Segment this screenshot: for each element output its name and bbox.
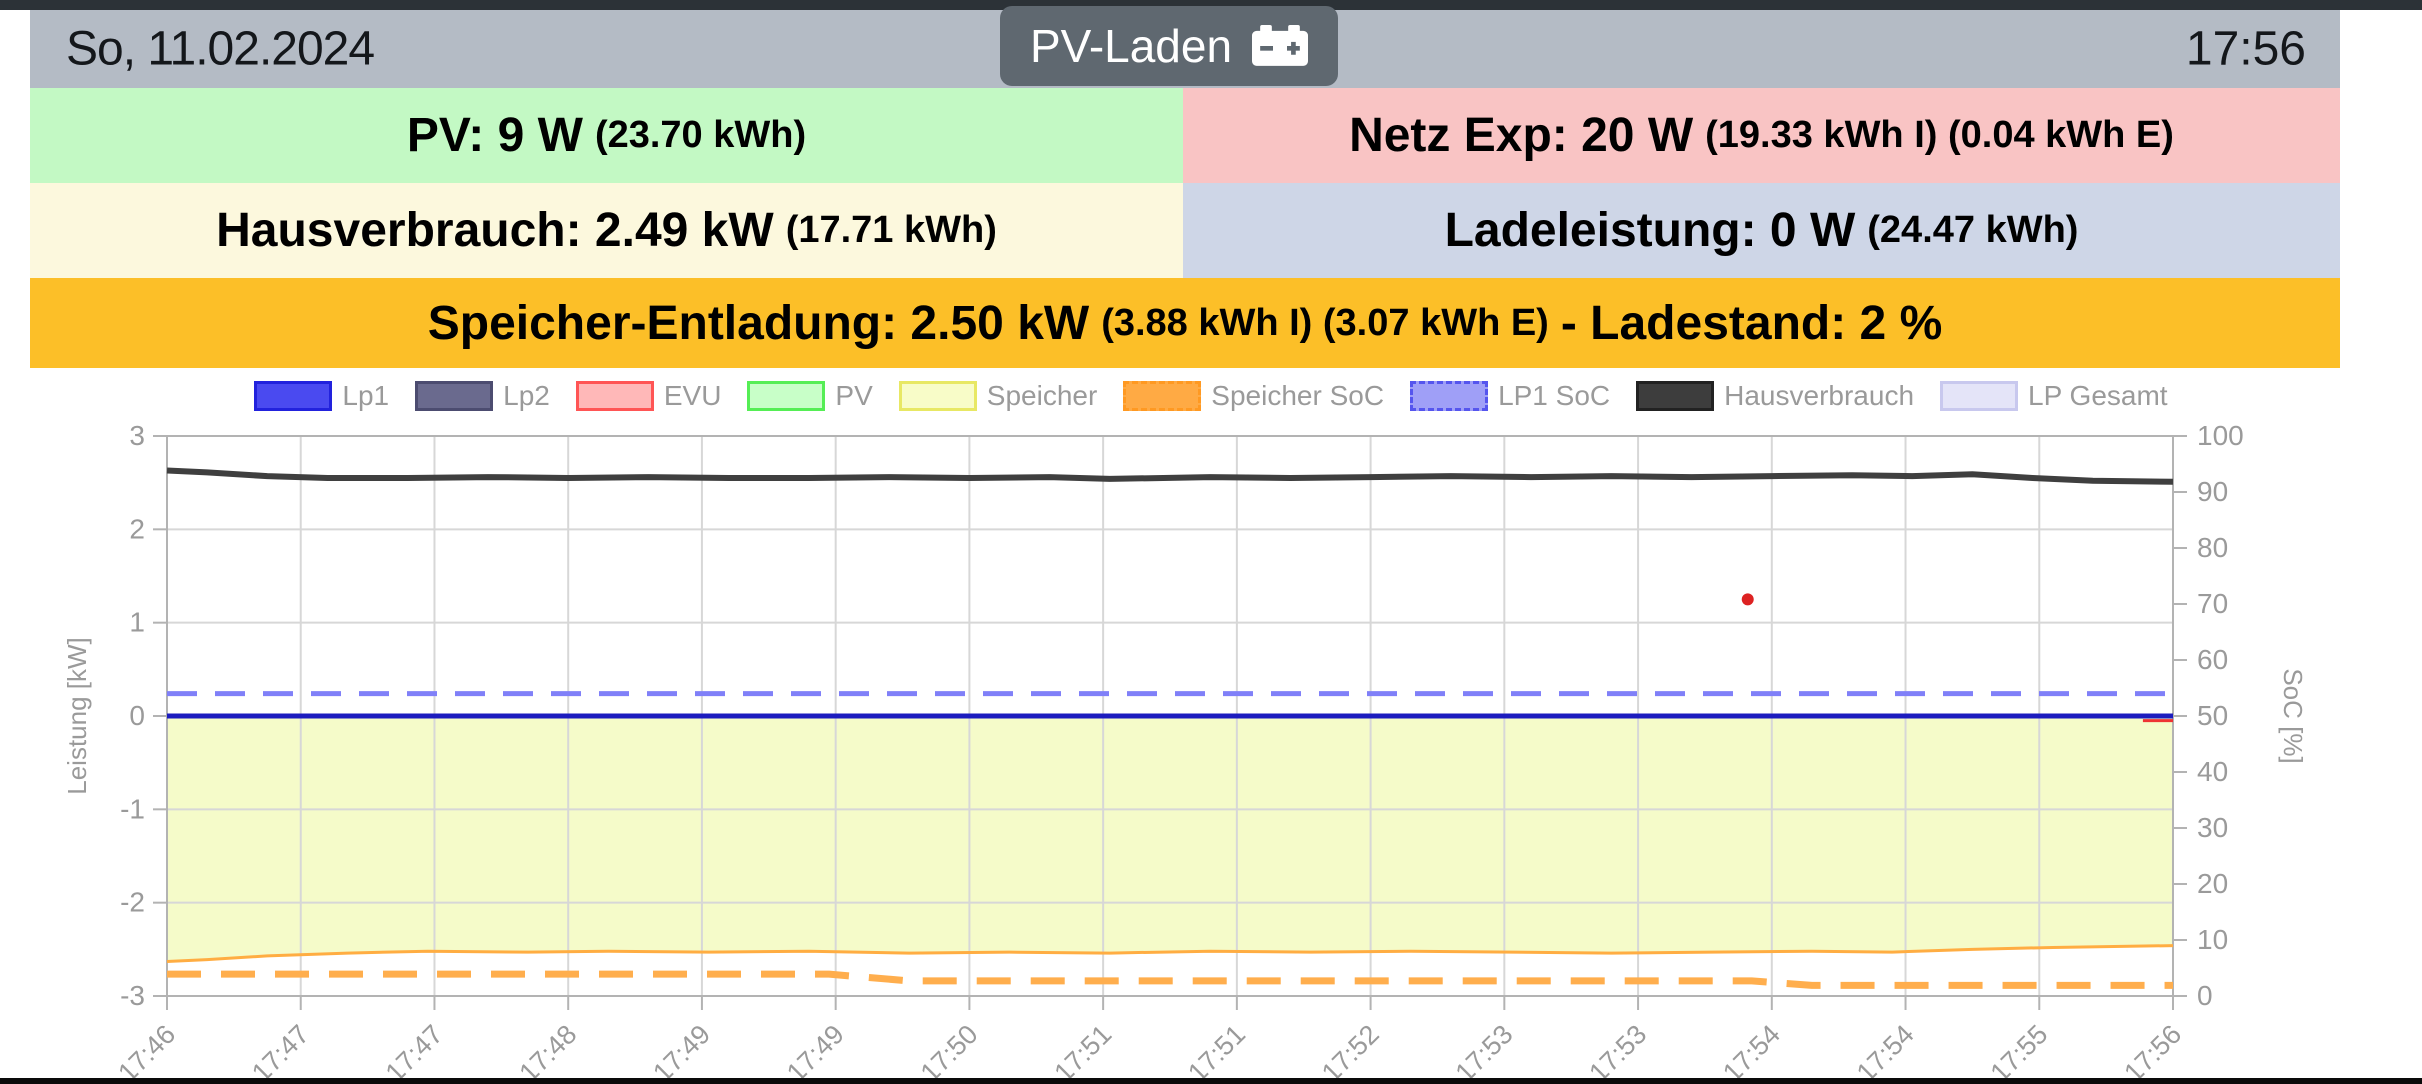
series-line-hausverbrauch xyxy=(166,467,2174,485)
right-tick-label: 20 xyxy=(2197,868,2228,899)
legend-label-speicher-soc: Speicher SoC xyxy=(1211,380,1385,411)
header-bar: So, 11.02.2024 PV-Laden 17:56 xyxy=(30,6,2340,88)
top-edge-strip xyxy=(0,0,2422,10)
legend-item-lp2[interactable]: Lp2 xyxy=(415,380,550,412)
legend-item-pv[interactable]: PV xyxy=(747,380,873,412)
legend-label-lp-gesamt: LP Gesamt xyxy=(2028,380,2168,411)
tile-battery-discharge[interactable]: Speicher-Entladung: 2.50 kW (3.88 kWh I)… xyxy=(30,278,2340,368)
legend-label-lp1-soc: LP1 SoC xyxy=(1498,380,1611,411)
right-tick-label: 100 xyxy=(2197,420,2244,451)
x-tick-label: 17:50 xyxy=(915,1019,984,1078)
left-tick-label: -2 xyxy=(120,887,145,918)
right-tick-label: 50 xyxy=(2197,700,2228,731)
right-tick-label: 10 xyxy=(2197,924,2228,955)
legend-item-lp1-soc[interactable]: LP1 SoC xyxy=(1410,380,1610,412)
series-line-speicher xyxy=(166,944,2174,963)
right-tick-label: 80 xyxy=(2197,532,2228,563)
legend-swatch-speicher xyxy=(898,381,977,411)
time-label: 17:56 xyxy=(2185,22,2306,76)
legend-label-pv: PV xyxy=(835,380,873,411)
left-tick-label: -1 xyxy=(120,793,145,824)
legend-swatch-lp1-soc xyxy=(1410,381,1489,411)
right-axis-title: SoC [%] xyxy=(2278,668,2308,763)
tile-grid-power[interactable]: Netz Exp: 20 W (19.33 kWh I) (0.04 kWh E… xyxy=(1183,88,2340,183)
legend-swatch-speicher-soc xyxy=(1123,381,1202,411)
x-tick-label: 17:49 xyxy=(647,1019,716,1078)
legend-swatch-pv xyxy=(747,381,826,411)
battery-power-value: Speicher-Entladung: 2.50 kW xyxy=(427,296,1090,350)
grid-energy-value: (19.33 kWh I) (0.04 kWh E) xyxy=(1705,114,2174,156)
legend-item-hausverbrauch[interactable]: Hausverbrauch xyxy=(1636,380,1914,412)
x-tick-label: 17:53 xyxy=(1450,1019,1519,1078)
left-tick-label: 3 xyxy=(129,420,145,451)
legend-item-lp1[interactable]: Lp1 xyxy=(254,380,389,412)
x-tick-label: 17:53 xyxy=(1583,1019,1652,1078)
charge-power-value: Ladeleistung: 0 W xyxy=(1444,204,1856,257)
x-tick-label: 17:52 xyxy=(1316,1019,1385,1078)
x-tick-label: 17:55 xyxy=(1985,1019,2054,1078)
right-tick-label: 70 xyxy=(2197,588,2228,619)
x-tick-label: 17:46 xyxy=(112,1019,181,1078)
series-line-speicher-soc xyxy=(167,970,2173,989)
legend-item-speicher[interactable]: Speicher xyxy=(898,380,1098,412)
tile-pv-power[interactable]: PV: 9 W (23.70 kWh) xyxy=(30,88,1183,183)
legend-label-lp1: Lp1 xyxy=(342,380,390,411)
legend-swatch-lp-gesamt xyxy=(1940,381,2019,411)
series-area-speicher xyxy=(167,716,2173,962)
x-tick-label: 17:49 xyxy=(781,1019,850,1078)
left-tick-label: 0 xyxy=(129,700,145,731)
charge-mode-button[interactable]: PV-Laden xyxy=(1000,6,1339,86)
tile-house-consumption[interactable]: Hausverbrauch: 2.49 kW (17.71 kWh) xyxy=(30,183,1183,278)
legend-swatch-hausverbrauch xyxy=(1636,381,1715,411)
right-tick-label: 90 xyxy=(2197,476,2228,507)
chart-legend: Lp1 Lp2 EVU PV Speicher Speicher SoC LP1 SoC Ha… xyxy=(0,380,2422,412)
right-tick-label: 60 xyxy=(2197,644,2228,675)
legend-swatch-evu xyxy=(575,381,654,411)
charge-energy-value: (24.47 kWh) xyxy=(1867,209,2079,251)
legend-swatch-lp2 xyxy=(415,381,494,411)
x-tick-label: 17:54 xyxy=(1851,1019,1920,1078)
left-axis-title: Leistung [kW] xyxy=(62,637,92,795)
legend-item-evu[interactable]: EVU xyxy=(575,380,722,412)
legend-label-lp2: Lp2 xyxy=(503,380,550,411)
x-tick-label: 17:47 xyxy=(380,1019,449,1078)
x-tick-label: 17:47 xyxy=(246,1019,315,1078)
x-tick-label: 17:54 xyxy=(1717,1019,1786,1078)
bottom-edge-strip xyxy=(0,1078,2422,1084)
legend-item-speicher-soc[interactable]: Speicher SoC xyxy=(1123,380,1384,412)
right-tick-label: 30 xyxy=(2197,812,2228,843)
legend-label-evu: EVU xyxy=(663,380,722,411)
legend-label-speicher: Speicher xyxy=(986,380,1098,411)
legend-label-hausverbrauch: Hausverbrauch xyxy=(1724,380,1915,411)
legend-item-lp-gesamt[interactable]: LP Gesamt xyxy=(1940,380,2168,412)
power-chart: 17:46 17:47 17:47 17:48 17:49 17:49 17:50 17:51… xyxy=(62,420,2308,1078)
right-tick-label: 0 xyxy=(2197,980,2213,1011)
car-battery-icon xyxy=(1252,25,1309,66)
right-tick-label: 40 xyxy=(2197,756,2228,787)
left-tick-label: 2 xyxy=(129,513,145,544)
x-tick-label: 17:51 xyxy=(1048,1019,1117,1078)
battery-energy-value: (3.88 kWh I) (3.07 kWh E) xyxy=(1101,301,1549,344)
date-label: So, 11.02.2024 xyxy=(66,22,375,76)
x-tick-label: 17:56 xyxy=(2118,1019,2187,1078)
left-tick-label: 1 xyxy=(129,607,145,638)
tile-charge-power[interactable]: Ladeleistung: 0 W (24.47 kWh) xyxy=(1183,183,2340,278)
house-power-value: Hausverbrauch: 2.49 kW xyxy=(216,204,774,257)
series-dot-evu-punkt xyxy=(1741,593,1754,606)
house-energy-value: (17.71 kWh) xyxy=(785,209,997,251)
battery-soc-value: - Ladestand: 2 % xyxy=(1560,296,1943,350)
left-tick-label: -3 xyxy=(120,980,145,1011)
x-tick-label: 17:51 xyxy=(1182,1019,1251,1078)
charge-mode-label: PV-Laden xyxy=(1030,20,1233,72)
legend-swatch-lp1 xyxy=(254,381,333,411)
grid-power-value: Netz Exp: 20 W xyxy=(1349,109,1694,162)
pv-power-value: PV: 9 W xyxy=(406,109,583,162)
chart-section: Lp1 Lp2 EVU PV Speicher Speicher SoC LP1 SoC Ha… xyxy=(0,368,2422,1078)
pv-energy-value: (23.70 kWh) xyxy=(594,114,807,156)
x-tick-label: 17:48 xyxy=(513,1019,582,1078)
